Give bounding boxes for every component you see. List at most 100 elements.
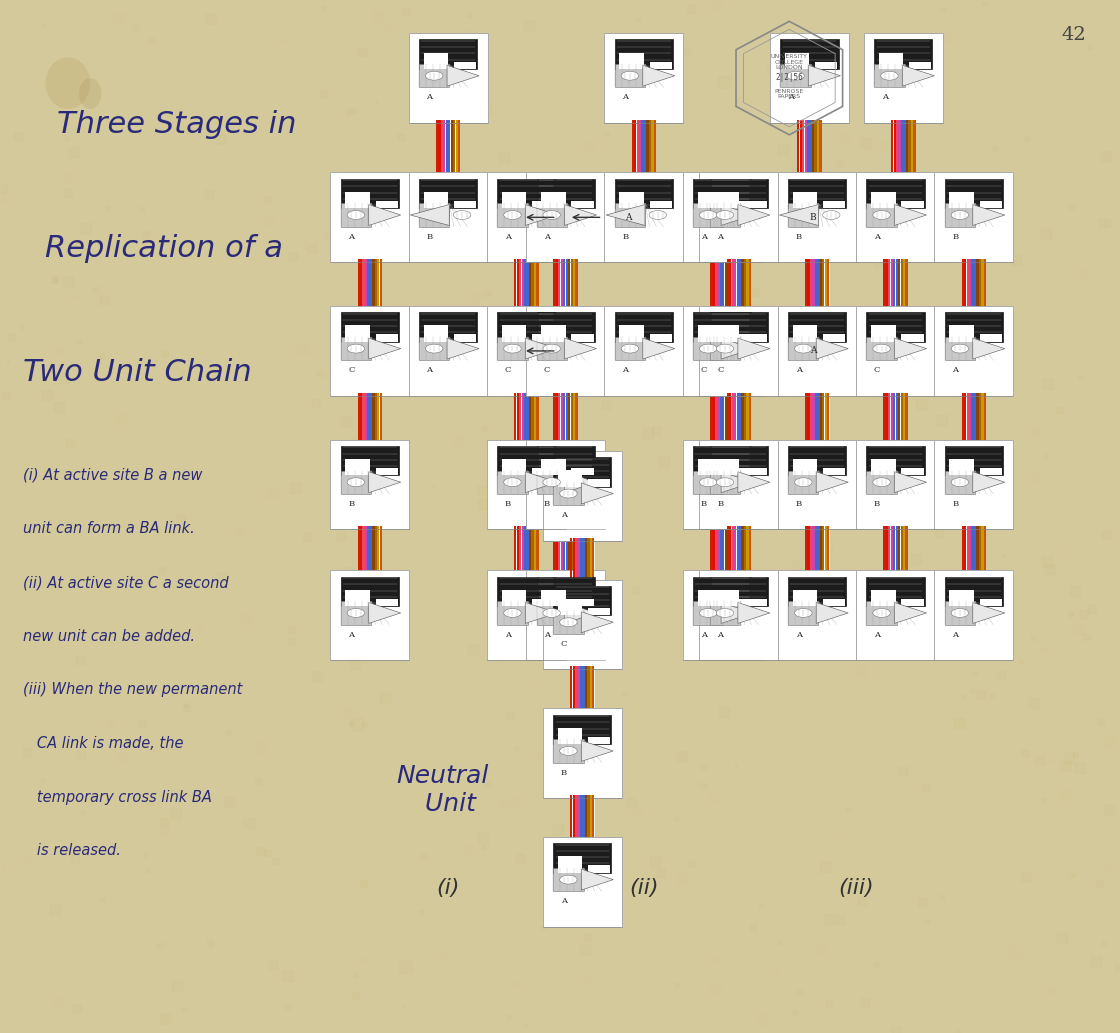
Bar bbox=[345, 459, 370, 475]
Bar bbox=[419, 312, 477, 342]
Bar bbox=[536, 337, 567, 361]
Bar bbox=[720, 259, 722, 309]
Bar bbox=[822, 259, 824, 309]
Bar bbox=[971, 393, 973, 443]
Bar bbox=[558, 728, 582, 744]
Bar bbox=[727, 393, 729, 443]
Bar bbox=[592, 537, 595, 583]
Bar bbox=[585, 666, 587, 712]
Bar bbox=[867, 471, 897, 494]
Bar bbox=[683, 570, 762, 660]
Bar bbox=[363, 259, 365, 309]
Bar bbox=[875, 39, 933, 69]
Bar bbox=[710, 204, 740, 226]
Text: temporary cross link BA: temporary cross link BA bbox=[24, 789, 212, 805]
Bar bbox=[715, 393, 717, 443]
Bar bbox=[905, 259, 907, 309]
Bar bbox=[785, 53, 810, 69]
Bar bbox=[886, 259, 888, 309]
Bar bbox=[888, 259, 890, 309]
Ellipse shape bbox=[543, 344, 560, 353]
Bar bbox=[487, 306, 566, 396]
Text: A: A bbox=[718, 232, 724, 241]
Text: UNIVERSITY
COLLEGE
LONDON: UNIVERSITY COLLEGE LONDON bbox=[771, 54, 808, 70]
Bar bbox=[514, 259, 516, 309]
Bar bbox=[514, 526, 516, 573]
Bar bbox=[605, 33, 683, 123]
Bar bbox=[745, 200, 767, 208]
Bar bbox=[808, 120, 810, 176]
Bar bbox=[330, 570, 410, 660]
Bar bbox=[745, 599, 767, 606]
Bar bbox=[720, 526, 722, 573]
Bar bbox=[715, 459, 739, 475]
Bar bbox=[497, 179, 556, 208]
Bar bbox=[561, 259, 563, 309]
Ellipse shape bbox=[872, 608, 890, 618]
Bar bbox=[734, 393, 736, 443]
Polygon shape bbox=[903, 65, 934, 86]
Bar bbox=[580, 795, 582, 840]
Bar bbox=[526, 526, 529, 573]
Bar bbox=[526, 393, 529, 443]
Bar bbox=[732, 259, 735, 309]
Bar bbox=[962, 259, 987, 309]
Bar bbox=[945, 471, 976, 494]
Bar bbox=[971, 259, 973, 309]
Bar bbox=[886, 393, 888, 443]
Text: CA link is made, the: CA link is made, the bbox=[24, 735, 184, 751]
Bar bbox=[902, 468, 924, 475]
Text: A: A bbox=[874, 630, 880, 638]
Bar bbox=[553, 482, 584, 505]
Bar bbox=[962, 393, 987, 443]
Bar bbox=[793, 590, 818, 606]
Bar bbox=[524, 526, 526, 573]
Bar bbox=[732, 393, 735, 443]
Text: A: A bbox=[701, 232, 707, 241]
Text: A: A bbox=[561, 511, 567, 520]
Bar bbox=[710, 179, 768, 208]
Text: B: B bbox=[717, 500, 724, 508]
Bar bbox=[556, 393, 558, 443]
Bar bbox=[793, 459, 818, 475]
Bar bbox=[979, 393, 981, 443]
Bar bbox=[741, 393, 744, 443]
Bar bbox=[812, 259, 814, 309]
Bar bbox=[788, 601, 819, 625]
Ellipse shape bbox=[717, 211, 734, 219]
Polygon shape bbox=[973, 338, 1005, 359]
Bar bbox=[375, 468, 398, 475]
Bar bbox=[502, 325, 526, 342]
Bar bbox=[519, 259, 521, 309]
Bar bbox=[438, 120, 440, 176]
Ellipse shape bbox=[622, 71, 638, 81]
Bar bbox=[698, 459, 722, 475]
Bar bbox=[573, 526, 576, 573]
Bar bbox=[357, 393, 382, 443]
Bar bbox=[345, 590, 370, 606]
Bar bbox=[816, 120, 819, 176]
Bar bbox=[867, 179, 925, 208]
Bar bbox=[710, 259, 712, 309]
Bar bbox=[423, 53, 448, 69]
Bar bbox=[777, 173, 857, 262]
Bar bbox=[729, 393, 731, 443]
Bar bbox=[644, 120, 646, 176]
Bar bbox=[904, 120, 906, 176]
Ellipse shape bbox=[347, 608, 365, 618]
Bar bbox=[814, 120, 816, 176]
Bar bbox=[788, 179, 847, 208]
Polygon shape bbox=[721, 472, 753, 493]
Bar bbox=[828, 526, 830, 573]
Bar bbox=[900, 120, 903, 176]
Polygon shape bbox=[525, 472, 558, 493]
Bar bbox=[590, 795, 592, 840]
Bar bbox=[737, 393, 739, 443]
Bar bbox=[793, 325, 818, 342]
Bar bbox=[615, 204, 645, 226]
Bar bbox=[888, 393, 890, 443]
Bar bbox=[615, 337, 645, 361]
Text: (iii): (iii) bbox=[839, 878, 875, 898]
Bar bbox=[805, 259, 808, 309]
Text: C: C bbox=[874, 367, 880, 374]
